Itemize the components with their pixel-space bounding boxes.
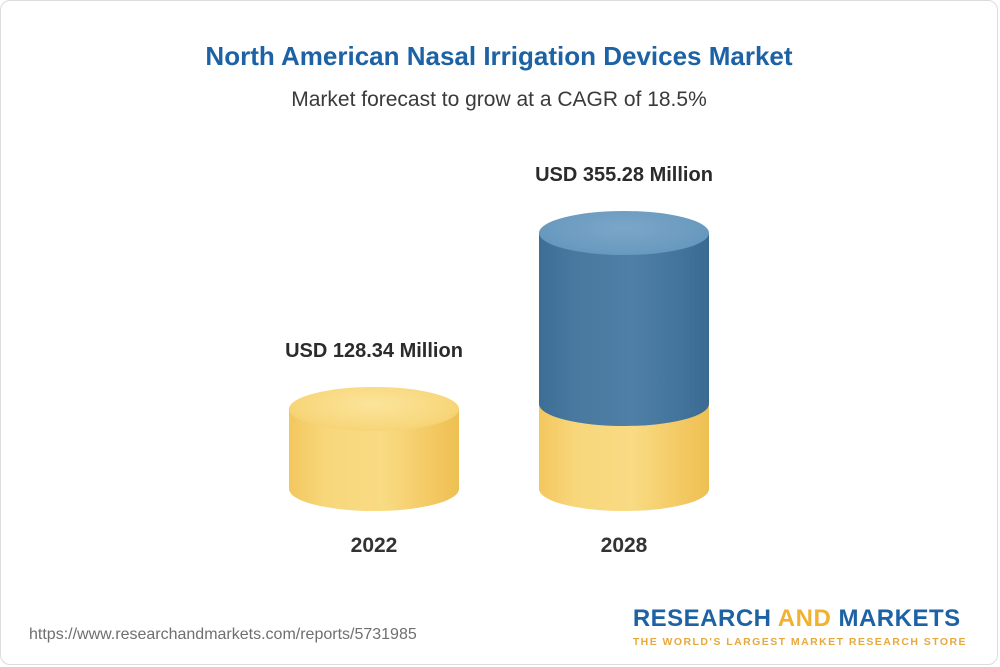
bar-2022-cylinder-top [289,387,459,431]
logo-tagline: THE WORLD'S LARGEST MARKET RESEARCH STOR… [632,636,967,648]
bar-2028-cylinder-top [539,211,709,255]
research-and-markets-logo: RESEARCH AND MARKETS THE WORLD'S LARGEST… [633,605,967,648]
bar-2022-cylinder [289,387,459,511]
page-title: North American Nasal Irrigation Devices … [205,41,793,71]
report-url: https://www.researchandmarkets.com/repor… [29,626,417,643]
logo-word-markets: MARKETS [838,605,961,632]
bar-2022-value-label: USD 128.34 Million [285,340,463,362]
bar-2028-growth-segment [539,233,709,426]
logo-word-and: AND [777,605,839,632]
bar-chart: USD 128.34 Million 2022 USD 355.28 Milli… [1,164,997,558]
page-subtitle: Market forecast to grow at a CAGR of 18.… [291,88,707,111]
bar-group-2028: USD 355.28 Million 2028 [504,164,744,558]
bar-2028-year-label: 2028 [600,534,648,557]
bar-2022-year-label: 2022 [350,534,398,557]
bar-group-2022: USD 128.34 Million 2022 [254,340,494,558]
logo-word-research: RESEARCH [632,605,778,632]
logo-wordmark: RESEARCH AND MARKETS [633,605,967,633]
bar-2028-cylinder [539,211,709,511]
bar-2028-value-label: USD 355.28 Million [535,164,713,186]
